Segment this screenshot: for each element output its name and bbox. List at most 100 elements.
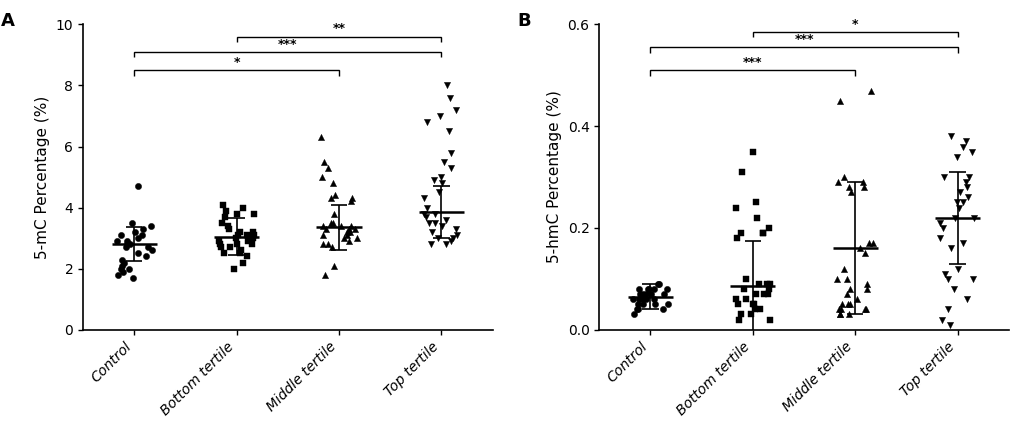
Point [319, 164, 335, 171]
Point [322, 219, 338, 226]
Point [315, 241, 331, 248]
Point [959, 194, 975, 201]
Point [946, 286, 962, 293]
Text: ***: *** [794, 33, 813, 46]
Text: **: ** [332, 22, 345, 35]
Point [851, 245, 867, 252]
Point [314, 174, 330, 181]
Point [728, 204, 744, 211]
Point [733, 311, 749, 318]
Point [213, 219, 229, 226]
Point [839, 291, 855, 298]
Point [754, 230, 770, 236]
Point [244, 241, 260, 248]
Point [858, 281, 874, 287]
Text: B: B [517, 12, 531, 30]
Point [426, 219, 442, 226]
Point [133, 232, 150, 239]
Point [324, 244, 340, 251]
Point [942, 245, 958, 252]
Point [758, 281, 774, 287]
Point [135, 226, 151, 233]
Point [434, 180, 450, 187]
Point [338, 229, 355, 236]
Point [426, 210, 442, 217]
Point [231, 229, 248, 236]
Point [829, 179, 846, 186]
Point [110, 272, 126, 278]
Point [448, 226, 465, 233]
Point [121, 241, 138, 248]
Point [658, 286, 675, 293]
Point [858, 286, 874, 293]
Point [239, 238, 256, 245]
Point [624, 296, 640, 302]
Point [951, 189, 967, 196]
Point [745, 148, 761, 155]
Point [946, 214, 962, 221]
Point [755, 291, 771, 298]
Point [750, 281, 766, 287]
Point [761, 281, 777, 287]
Point [836, 265, 852, 272]
Point [123, 219, 140, 226]
Point [129, 235, 146, 242]
Point [325, 262, 341, 269]
Point [342, 198, 359, 205]
Point [226, 265, 243, 272]
Point [836, 174, 852, 181]
Point [246, 232, 262, 239]
Point [114, 268, 130, 275]
Point [312, 134, 328, 141]
Point [745, 301, 761, 308]
Point [340, 238, 357, 245]
Point [958, 296, 974, 302]
Point [144, 247, 160, 254]
Point [214, 201, 230, 208]
Point [964, 275, 980, 282]
Point [960, 174, 976, 181]
Point [645, 286, 661, 293]
Point [954, 143, 970, 150]
Point [245, 235, 261, 242]
Point [447, 106, 464, 113]
Point [841, 301, 857, 308]
Point [212, 241, 228, 248]
Point [857, 306, 873, 313]
Point [934, 224, 951, 231]
Point [637, 296, 653, 302]
Point [448, 232, 465, 239]
Point [645, 296, 661, 302]
Text: A: A [1, 12, 15, 30]
Point [754, 230, 770, 236]
Point [419, 204, 435, 211]
Point [221, 226, 237, 233]
Point [421, 219, 437, 226]
Point [440, 128, 457, 135]
Point [938, 306, 955, 313]
Point [113, 262, 129, 269]
Point [842, 189, 858, 196]
Point [121, 265, 138, 272]
Point [325, 210, 341, 217]
Point [840, 301, 856, 308]
Point [838, 275, 854, 282]
Point [231, 250, 248, 257]
Point [862, 87, 878, 94]
Point [748, 291, 764, 298]
Point [315, 158, 331, 165]
Point [230, 232, 247, 239]
Point [640, 286, 656, 293]
Point [346, 226, 363, 233]
Point [730, 301, 746, 308]
Point [232, 247, 249, 254]
Point [626, 311, 642, 318]
Point [118, 238, 135, 245]
Point [332, 223, 348, 230]
Point [341, 229, 358, 236]
Point [954, 199, 970, 206]
Point [732, 230, 748, 236]
Point [864, 240, 880, 247]
Point [114, 256, 130, 263]
Point [435, 158, 451, 165]
